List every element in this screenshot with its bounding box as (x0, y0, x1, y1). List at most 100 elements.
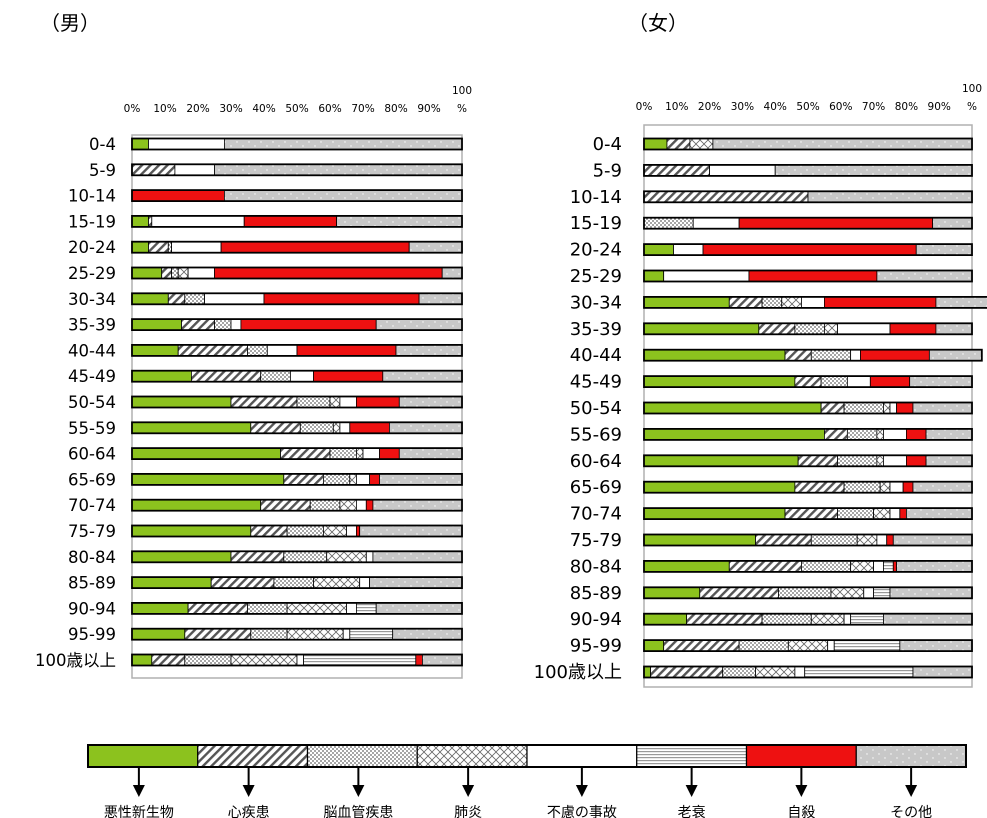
bar-segment-accident (174, 163, 215, 176)
bar-outline (643, 322, 973, 336)
category-label: 90-94 (68, 599, 116, 618)
category-label: 85-89 (570, 583, 622, 604)
bar-segment-accident (355, 499, 367, 512)
legend-swatch-accident (526, 744, 638, 768)
bar-segment-other (925, 428, 973, 441)
bar-segment-accident (801, 296, 825, 309)
x-tick-label: 30% (219, 103, 242, 115)
bar-outline (131, 472, 463, 486)
bar-segment-other (896, 560, 973, 573)
bar-segment-cancer (131, 654, 153, 666)
bar-segment-other (774, 164, 973, 177)
legend-label-cancer: 悪性新生物 (104, 805, 174, 818)
bar-segment-cancer (131, 370, 192, 383)
x-tick-label: 0% (124, 103, 141, 115)
bar-outline (643, 348, 983, 362)
bar-segment-other (223, 138, 463, 150)
legend-arrow-head (242, 785, 255, 797)
category-label: 75-79 (570, 530, 622, 551)
bar-segment-pneumonia (810, 613, 845, 626)
bar-outline (643, 612, 973, 626)
panel-title-male: （男） (40, 11, 100, 35)
legend-swatch-senility (636, 744, 748, 768)
category-label: 65-69 (68, 470, 116, 489)
x-tick-label: 80% (895, 101, 918, 113)
legend-arrow-head (685, 785, 698, 797)
bar-segment-cancer (131, 473, 285, 486)
bar-outline (131, 343, 463, 357)
bar-outline (643, 427, 973, 441)
bar-segment-cerebrovascular (843, 481, 881, 494)
bar-row (643, 586, 973, 600)
bar-outline (643, 480, 973, 494)
legend-swatch-cancer (87, 744, 199, 768)
x-tick-label: 60% (829, 101, 852, 113)
bar-segment-other (441, 267, 463, 279)
bar-outline (643, 560, 973, 573)
bar-segment-other (336, 215, 463, 228)
bar-segment-accident (889, 507, 901, 520)
bar-outline (131, 653, 463, 667)
bar-segment-cerebrovascular (286, 525, 324, 537)
bar-segment-accident (837, 322, 891, 335)
bar-segment-suicide (869, 375, 911, 388)
bar-segment-heart-disease (794, 481, 845, 494)
bar-segment-heart-disease (794, 375, 822, 388)
bar-segment-accident (151, 215, 245, 228)
x-tick-label: 40% (252, 103, 275, 115)
bar-segment-suicide (369, 473, 380, 486)
bar-segment-cancer (643, 534, 756, 546)
category-label: 60-64 (68, 445, 116, 464)
bar-outline (131, 395, 463, 409)
bar-row (643, 560, 973, 573)
x-tick-label-100: % (967, 101, 977, 113)
bar-row (131, 421, 463, 435)
bar-segment-pneumonia (879, 481, 891, 494)
bar-segment-suicide (365, 499, 374, 512)
bar-segment-heart-disease (663, 639, 740, 652)
bar-segment-other (372, 499, 463, 512)
bar-segment-cerebrovascular (250, 628, 288, 641)
bar-segment-accident (339, 421, 351, 434)
bar-row (131, 395, 463, 409)
bar-row (643, 375, 973, 389)
legend-swatch-other (855, 744, 967, 768)
bar-segment-cerebrovascular (801, 560, 852, 573)
bar-segment-heart-disease (643, 190, 809, 203)
bar-segment-cancer (131, 447, 281, 460)
bar-segment-suicide (892, 560, 897, 573)
bar-segment-other (909, 375, 973, 388)
bar-segment-accident (692, 217, 740, 230)
bar-segment-cancer (131, 396, 232, 408)
bar-segment-heart-disease (643, 164, 710, 177)
bar-segment-accident (187, 267, 215, 279)
bar-row (131, 472, 463, 486)
bar-segment-cancer (131, 421, 252, 434)
category-label: 10-14 (68, 187, 116, 206)
bar-segment-cancer (131, 576, 212, 589)
legend-arrow-head (795, 785, 808, 797)
bar-segment-heart-disease (230, 550, 285, 563)
bar-outline (643, 216, 973, 230)
bar-row (131, 498, 463, 512)
bar-segment-accident (359, 576, 371, 589)
bar-segment-other (912, 666, 973, 678)
x-tick-label: 60% (318, 103, 341, 115)
bar-segment-other (392, 628, 463, 641)
category-label: 35-39 (68, 316, 116, 335)
bar-segment-cancer (131, 628, 186, 641)
bar-row (131, 369, 463, 383)
legend-swatch-pneumonia (416, 744, 528, 768)
bar-segment-heart-disease (728, 560, 802, 573)
bar-segment-cancer (131, 215, 149, 228)
bar-segment-other (369, 576, 463, 589)
category-label: 55-59 (68, 419, 116, 438)
legend-label-cerebrovascular: 脳血管疾患 (323, 805, 393, 818)
bar-segment-other (372, 550, 463, 563)
x-tick-label: 50% (796, 101, 819, 113)
legend-label-heart-disease: 心疾患 (228, 805, 270, 818)
bar-segment-heart-disease (784, 507, 838, 520)
category-label: 5-9 (89, 161, 116, 180)
bar-segment-heart-disease (161, 267, 172, 279)
